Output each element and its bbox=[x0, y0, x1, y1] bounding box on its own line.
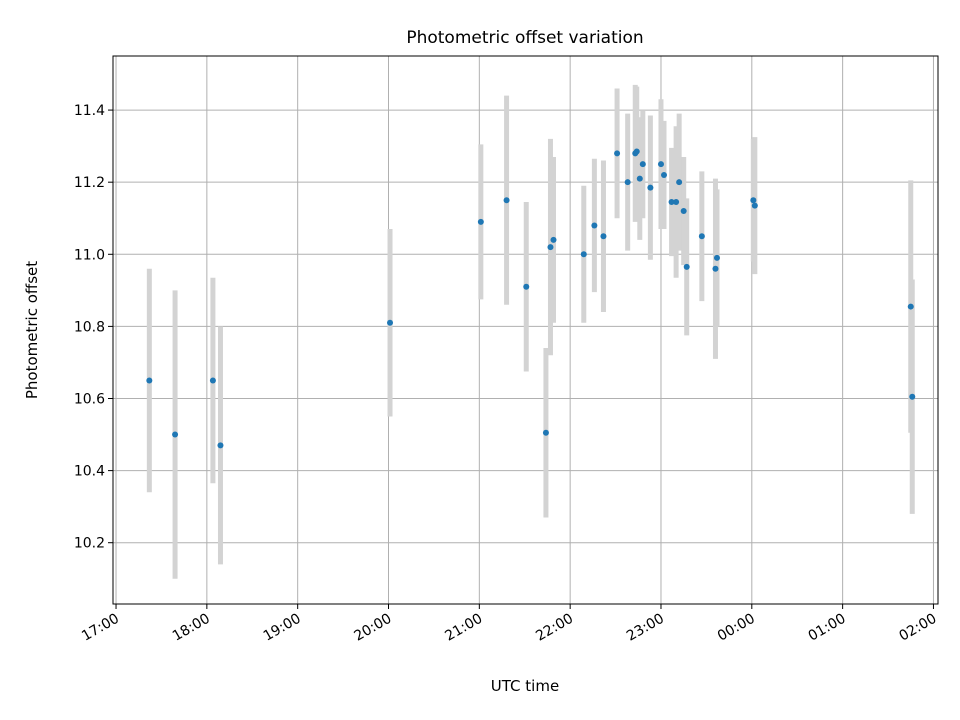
data-point bbox=[542, 429, 549, 436]
data-point bbox=[713, 254, 720, 261]
data-point bbox=[750, 197, 757, 204]
data-point bbox=[661, 171, 668, 178]
data-point bbox=[600, 233, 607, 240]
data-point bbox=[614, 150, 621, 157]
data-point bbox=[633, 148, 640, 155]
data-point bbox=[647, 184, 654, 191]
data-point bbox=[547, 244, 554, 251]
data-point bbox=[591, 222, 598, 229]
y-tick-label: 11.2 bbox=[74, 175, 105, 191]
data-point bbox=[639, 161, 646, 168]
data-point bbox=[503, 197, 510, 204]
y-tick-label: 10.8 bbox=[74, 319, 105, 335]
x-axis-label: UTC time bbox=[491, 677, 559, 695]
data-point bbox=[387, 319, 394, 326]
data-point bbox=[550, 236, 557, 243]
data-points bbox=[146, 148, 916, 449]
data-point bbox=[698, 233, 705, 240]
data-point bbox=[146, 377, 153, 384]
data-point bbox=[217, 442, 224, 449]
data-point bbox=[523, 283, 530, 290]
data-point bbox=[668, 199, 675, 206]
data-point bbox=[909, 393, 916, 400]
data-point bbox=[680, 208, 687, 215]
data-point bbox=[636, 175, 643, 182]
y-tick-label: 10.6 bbox=[74, 392, 105, 408]
data-point bbox=[624, 179, 631, 186]
data-point bbox=[657, 161, 664, 168]
data-point bbox=[673, 199, 680, 206]
y-axis-label: Photometric offset bbox=[23, 261, 41, 399]
y-tick-label: 11.4 bbox=[74, 103, 105, 119]
data-point bbox=[477, 218, 484, 225]
data-point bbox=[712, 265, 719, 272]
data-point bbox=[907, 303, 914, 310]
data-point bbox=[209, 377, 216, 384]
plot-frame bbox=[112, 55, 939, 605]
y-axis-ticks: 10.2 10.4 10.6 10.8 11.0 11.2 11.4 bbox=[74, 103, 113, 552]
y-tick-label: 10.4 bbox=[74, 464, 105, 480]
data-point bbox=[751, 202, 758, 209]
y-tick-label: 10.2 bbox=[74, 536, 105, 552]
y-tick-label: 11.0 bbox=[74, 247, 105, 263]
data-point bbox=[683, 263, 690, 270]
data-point bbox=[676, 179, 683, 186]
chart-title: Photometric offset variation bbox=[406, 28, 643, 48]
data-point bbox=[172, 431, 179, 438]
data-point bbox=[580, 251, 587, 258]
